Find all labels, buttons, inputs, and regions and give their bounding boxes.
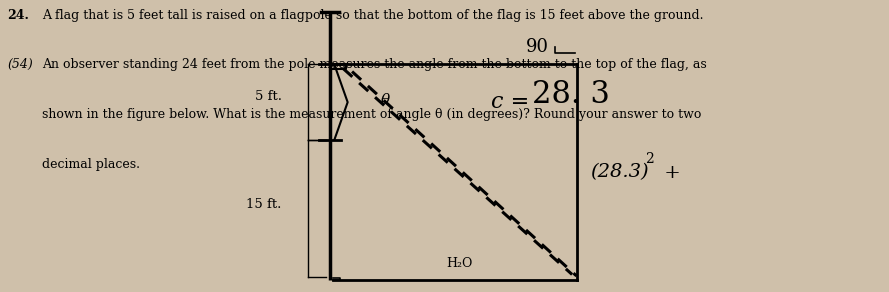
Text: (28.3): (28.3) xyxy=(589,164,648,182)
Text: 90: 90 xyxy=(526,38,549,56)
Text: 15 ft.: 15 ft. xyxy=(246,198,282,211)
Text: (54): (54) xyxy=(7,58,33,72)
Text: θ: θ xyxy=(381,93,390,107)
Text: 24.: 24. xyxy=(7,9,29,22)
Text: 28. 3: 28. 3 xyxy=(533,79,611,110)
Text: c =: c = xyxy=(491,91,529,112)
Text: 2: 2 xyxy=(645,152,654,166)
Text: shown in the figure below. What is the measurement of angle θ (in degrees)? Roun: shown in the figure below. What is the m… xyxy=(43,108,701,121)
Text: An observer standing 24 feet from the pole measures the angle from the bottom to: An observer standing 24 feet from the po… xyxy=(43,58,707,72)
Text: A flag that is 5 feet tall is raised on a flagpole so that the bottom of the fla: A flag that is 5 feet tall is raised on … xyxy=(43,9,704,22)
Text: decimal places.: decimal places. xyxy=(43,158,140,171)
Text: +: + xyxy=(659,164,681,182)
Text: 5 ft.: 5 ft. xyxy=(255,90,282,103)
Text: H₂O: H₂O xyxy=(446,257,473,270)
